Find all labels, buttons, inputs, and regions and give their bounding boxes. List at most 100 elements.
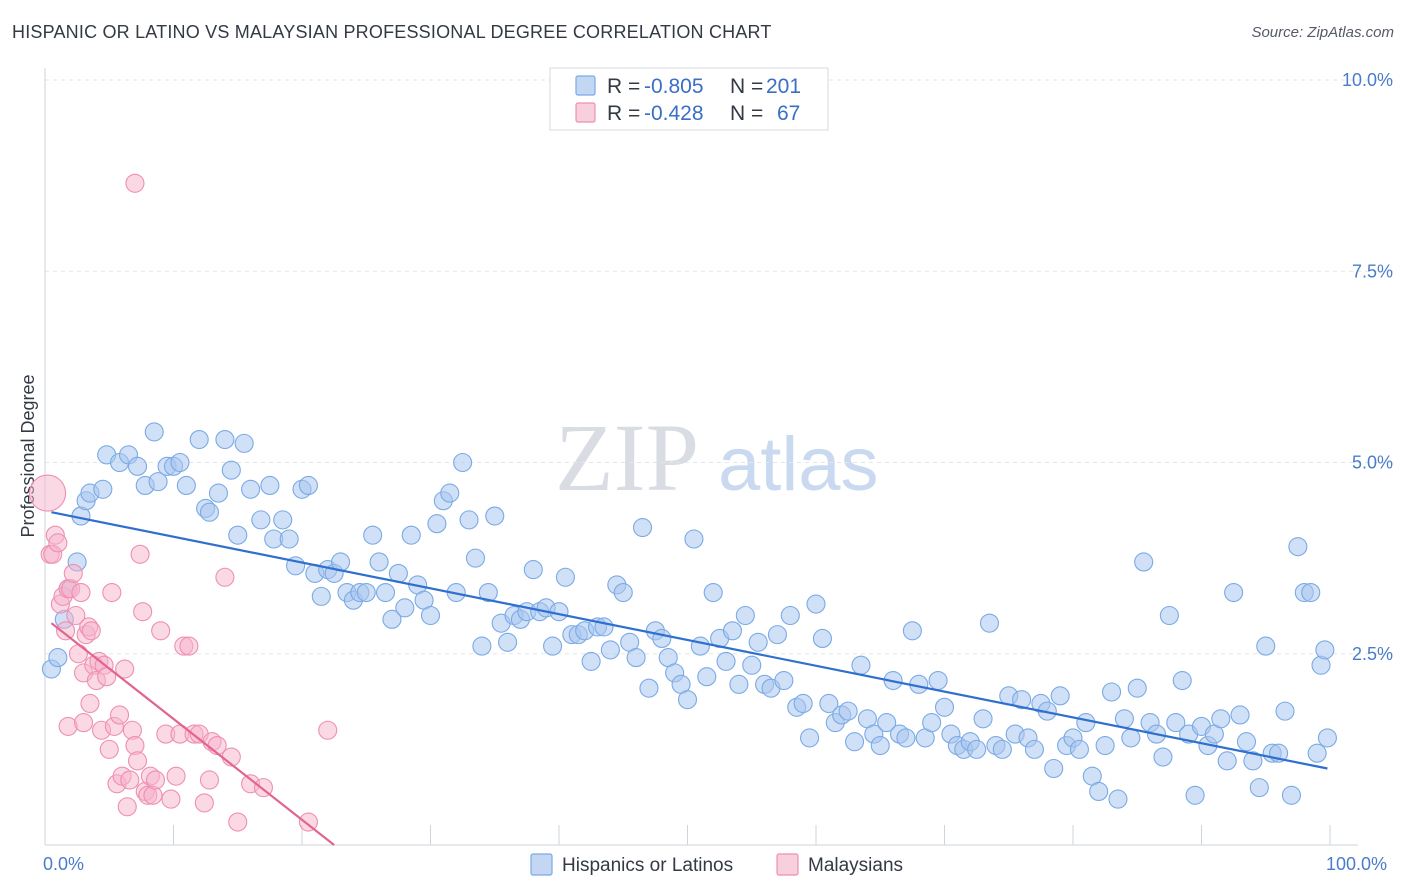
malaysians-point-32	[117, 797, 137, 817]
series-legend: Hispanics or Latinos Malaysians	[530, 853, 903, 876]
hispanics-point-55	[420, 605, 441, 626]
hispanics-point-22	[199, 502, 220, 522]
hispanics-point-88	[632, 517, 653, 538]
hispanics-point-105	[742, 655, 762, 675]
hispanics-point-169	[1153, 747, 1173, 767]
hispanics-point-193	[1307, 743, 1327, 763]
trend-lines	[50, 511, 1328, 846]
hispanics-point-156	[1069, 739, 1089, 759]
y-tick-label-3: 10.0%	[1342, 70, 1393, 90]
hispanics-point-161	[1102, 682, 1122, 702]
stats-r-label-pink: R =	[607, 102, 640, 125]
malaysians-point-13	[71, 582, 91, 603]
hispanics-point-164	[1121, 728, 1141, 748]
x-tick-label-min: 0.0%	[43, 854, 84, 874]
trend-line-hispanics	[51, 511, 1328, 770]
hispanics-point-180	[1224, 582, 1244, 603]
hispanics-point-170	[1159, 605, 1179, 626]
hispanics-point-23	[208, 483, 229, 503]
hispanics-point-178	[1211, 709, 1231, 729]
watermark-atlas: atlas	[718, 422, 879, 507]
hispanics-point-46	[363, 525, 383, 545]
hispanics-point-20	[189, 429, 209, 450]
hispanics-point-30	[260, 475, 280, 496]
hispanics-point-67	[498, 632, 518, 652]
hispanics-point-75	[549, 602, 569, 622]
malaysians-point-31	[115, 659, 135, 679]
hispanics-point-184	[1249, 778, 1269, 798]
malaysians-point-37	[130, 544, 150, 564]
hispanics-point-12	[127, 456, 148, 476]
x-tick-label-max: 100.0%	[1326, 854, 1387, 874]
hispanics-point-179	[1217, 751, 1237, 771]
chart-title: HISPANIC OR LATINO VS MALAYSIAN PROFESSI…	[12, 22, 772, 42]
hispanics-point-163	[1114, 709, 1134, 729]
stats-legend-swatch-blue	[575, 75, 596, 96]
malaysians-point-7	[56, 621, 76, 641]
hispanics-point-27	[234, 433, 254, 453]
y-tick-labels: 2.5% 5.0% 7.5% 10.0%	[1342, 70, 1393, 664]
hispanics-point-89	[639, 678, 659, 698]
hispanics-point-38	[311, 586, 331, 606]
hispanics-point-189	[1281, 785, 1301, 805]
watermark-zip: ZIP	[555, 404, 699, 511]
hispanics-point-117	[819, 693, 839, 714]
hispanics-point-60	[453, 452, 473, 473]
legend-label-hispanics: Hispanics or Latinos	[562, 855, 733, 876]
hispanics-point-104	[735, 605, 755, 626]
hispanics-point-71	[523, 560, 543, 580]
hispanics-point-26	[228, 525, 248, 545]
y-tick-label-1: 5.0%	[1352, 453, 1393, 473]
gridlines	[45, 79, 1395, 655]
hispanics-point-195	[1315, 640, 1335, 660]
hispanics-point-83	[600, 640, 620, 660]
malaysians-point-46	[161, 789, 181, 809]
hispanics-point-141	[973, 709, 993, 729]
hispanics-point-18	[170, 452, 190, 473]
malaysians-point-43	[145, 770, 166, 790]
malaysians-point-50	[179, 636, 199, 656]
hispanics-point-85	[613, 582, 633, 603]
hispanics-point-115	[806, 594, 826, 614]
hispanics-point-171	[1166, 713, 1186, 733]
malaysians-point-64	[125, 173, 145, 193]
hispanics-point-162	[1108, 789, 1128, 809]
hispanics-point-129	[896, 728, 916, 748]
hispanics-point-153	[1050, 686, 1070, 706]
hispanics-point-96	[684, 529, 704, 549]
hispanics-point-122	[851, 655, 871, 675]
hispanics-point-8	[93, 479, 113, 499]
hispanics-point-52	[401, 525, 421, 545]
hispanics-point-29	[251, 510, 271, 530]
y-axis-label: Professional Degree	[18, 374, 38, 537]
hispanics-point-56	[427, 514, 447, 534]
hispanics-point-172	[1172, 670, 1192, 691]
malaysians-point-36	[127, 751, 148, 771]
malaysians-point-26	[102, 582, 122, 603]
hispanics-point-19	[176, 475, 196, 496]
malaysians-point-44	[151, 621, 171, 641]
hispanics-point-48	[375, 582, 396, 603]
hispanics-point-174	[1185, 785, 1205, 805]
malaysians-point-25	[99, 739, 119, 759]
hispanics-point-49	[382, 609, 402, 629]
hispanics-point-103	[729, 674, 749, 694]
malaysians-point-57	[215, 567, 235, 587]
legend-swatch-hispanics	[530, 853, 553, 876]
hispanics-point-130	[902, 621, 922, 641]
malaysians-point-11	[66, 605, 86, 626]
stats-r-value-blue: -0.805	[644, 75, 704, 98]
stats-legend-swatch-pink	[575, 102, 596, 123]
malaysians-point-4	[48, 533, 68, 553]
hispanics-point-183	[1243, 751, 1263, 771]
hispanics-point-181	[1230, 705, 1250, 725]
hispanics-point-135	[934, 697, 955, 717]
malaysians-point-63	[318, 720, 338, 740]
hispanics-point-61	[459, 510, 479, 530]
hispanics-point-192	[1301, 582, 1321, 603]
hispanics-point-87	[626, 648, 646, 668]
malaysians-point-33	[120, 770, 140, 790]
malaysians-point-10	[63, 563, 83, 583]
hispanics-point-157	[1076, 713, 1096, 733]
hispanics-point-15	[148, 472, 168, 492]
